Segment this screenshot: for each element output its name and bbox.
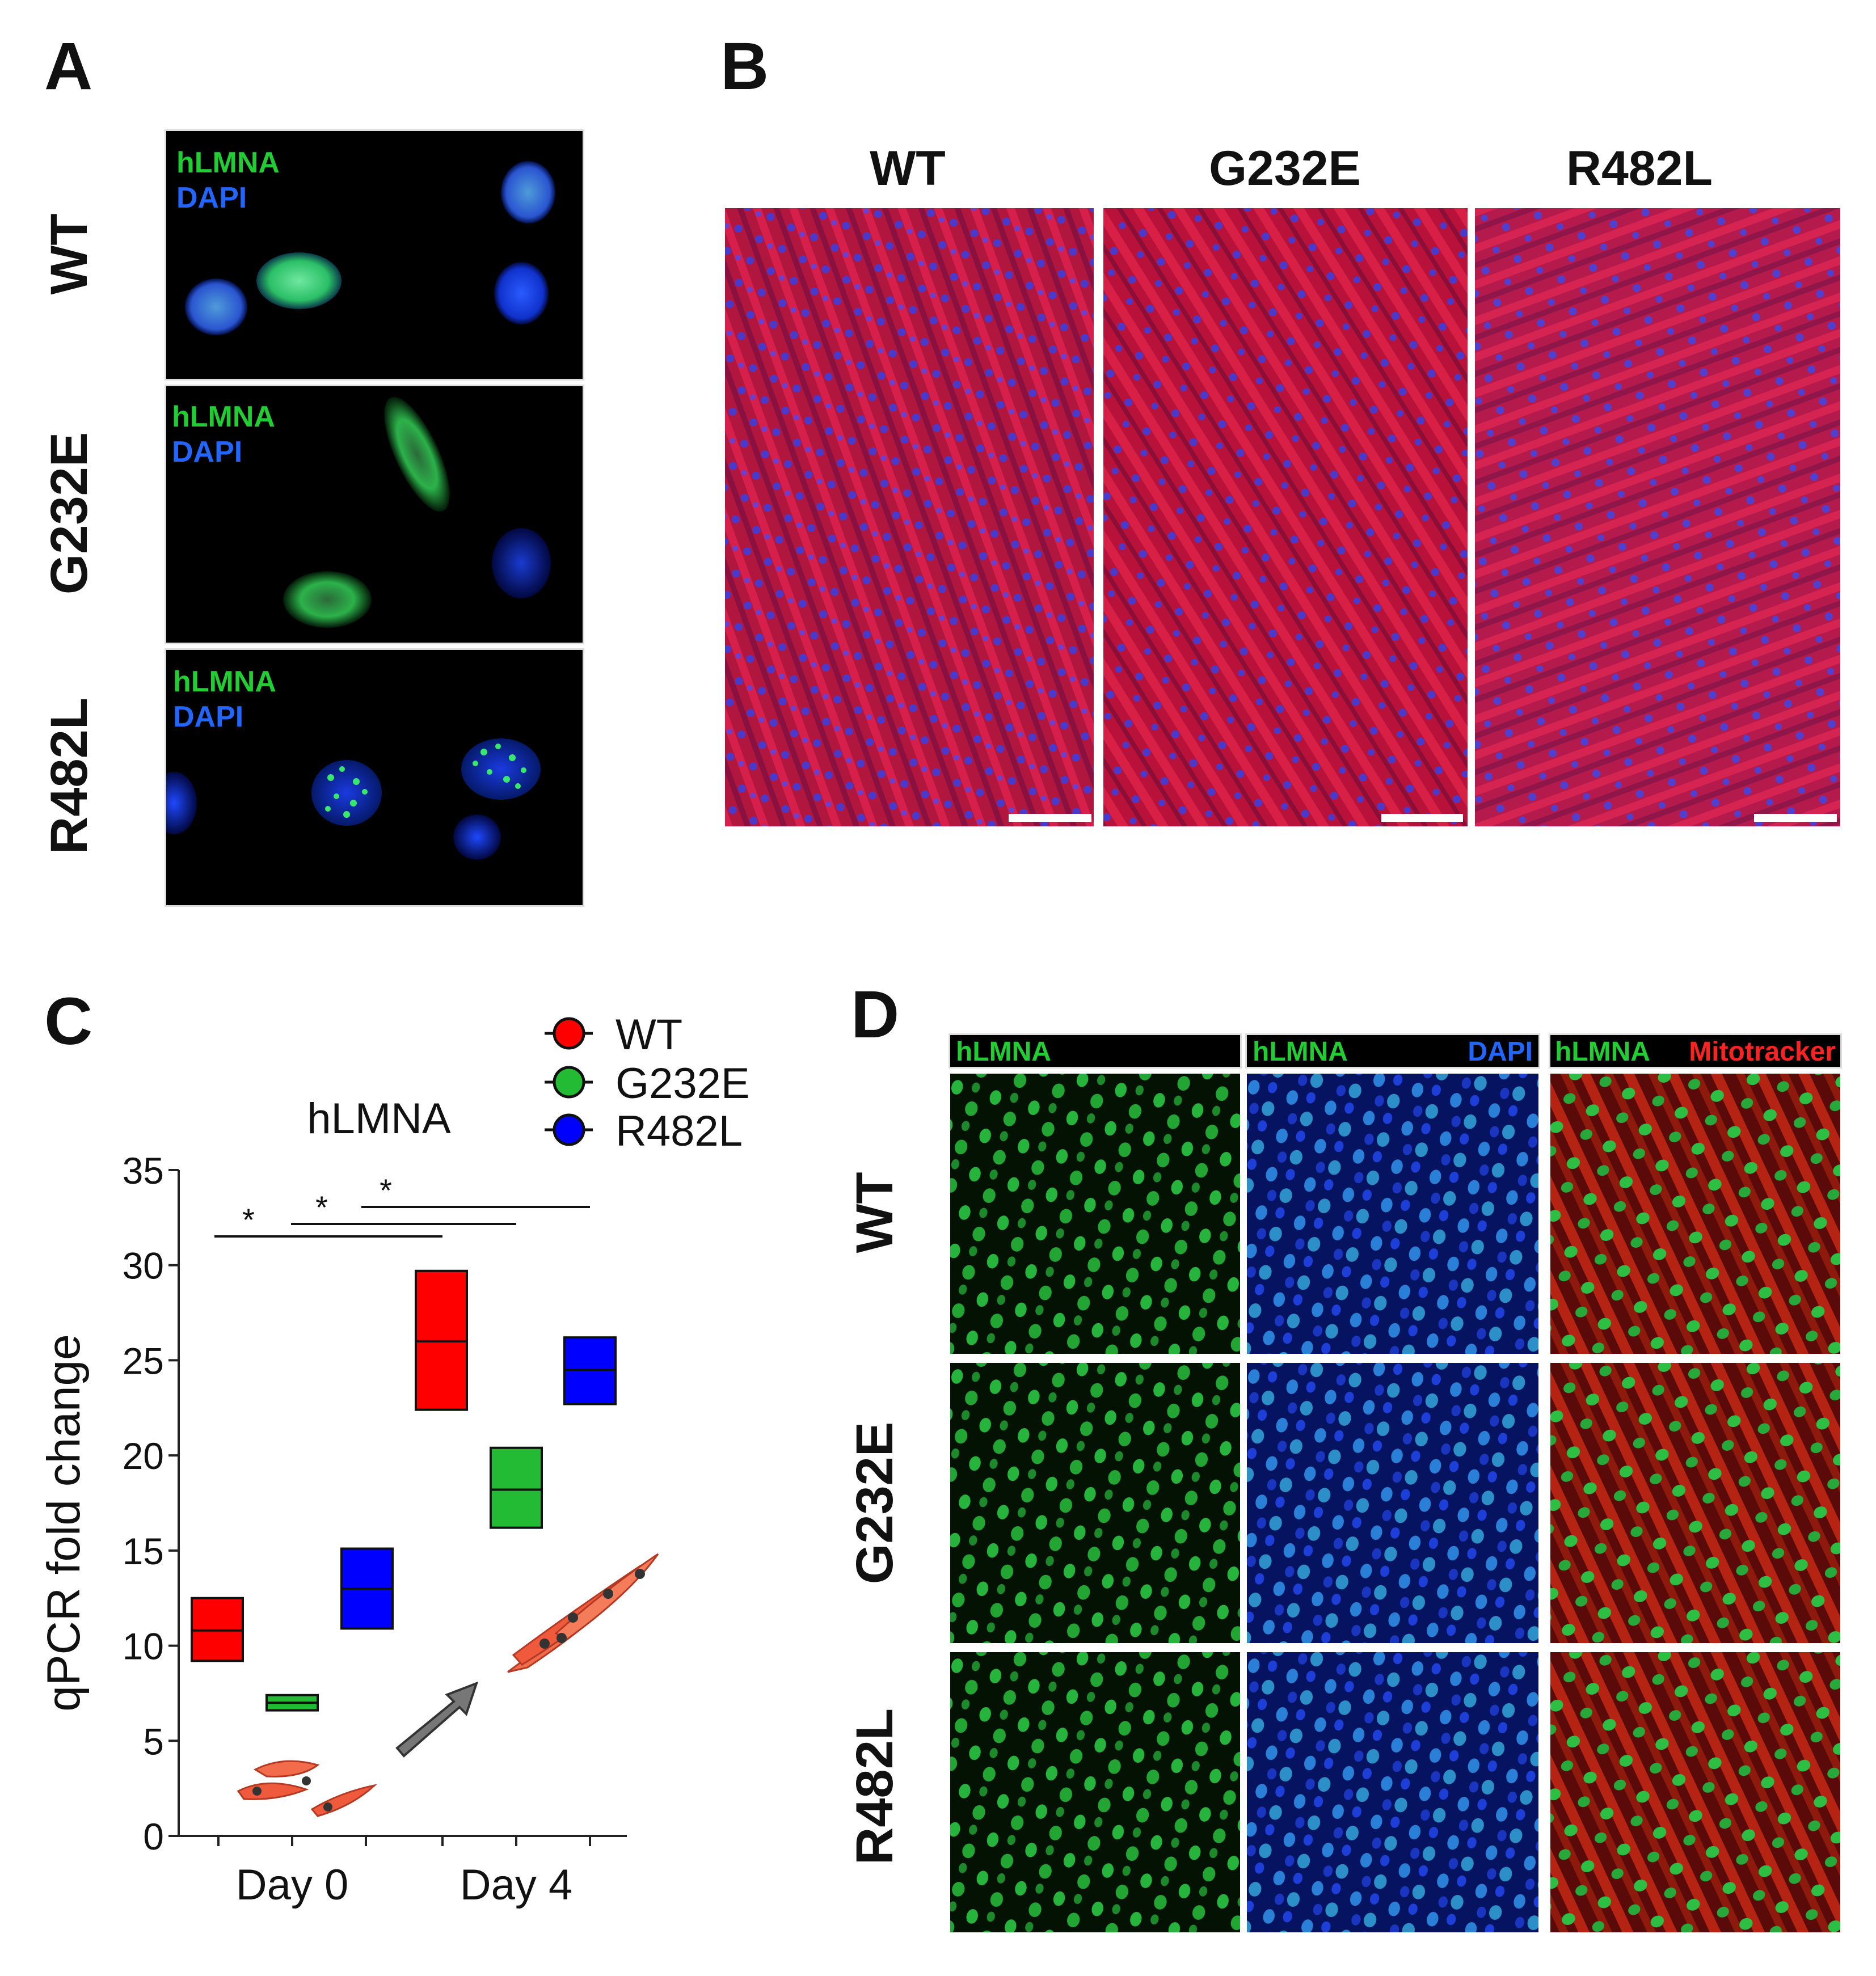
legend-marker-wt — [553, 1017, 585, 1050]
panel-c-chart: qPCR fold change hLMNA 0 5 10 15 20 25 30 35 Day… — [38, 1011, 750, 1909]
panel-a-wt-hlmna-label: hLMNA — [176, 146, 280, 179]
cell-cartoon-day4-icon — [507, 1553, 659, 1673]
panel-b-column-title-wt: WT — [870, 141, 946, 196]
panel-d-image-wt-hlmna-dapi — [1245, 1072, 1540, 1356]
panel-d-image-g232e-hlmna — [948, 1361, 1242, 1645]
chart-y-tick-label: 5 — [143, 1720, 164, 1762]
panel-b-column-title-r482l: R482L — [1566, 141, 1713, 196]
legend-label: G232E — [616, 1059, 750, 1108]
panel-b-column-title-g232e: G232E — [1209, 141, 1361, 196]
panel-b-image-g232e — [1102, 206, 1469, 828]
legend-marker-g232e — [553, 1066, 585, 1099]
panel-d-image-r482l-hlmna — [948, 1650, 1242, 1934]
panel-a-wt-dapi-label: DAPI — [176, 181, 247, 214]
panel-b-scale-bar-wt — [1009, 814, 1091, 822]
panel-d-row-label-wt: WT — [846, 1172, 904, 1253]
panel-d-letter: D — [851, 977, 900, 1052]
panel-a-r482l-hlmna-label: hLMNA — [173, 665, 276, 698]
chart-significance-star: * — [315, 1189, 328, 1225]
legend-marker-r482l — [553, 1113, 585, 1146]
panel-a-g232e-dapi-label: DAPI — [172, 436, 243, 468]
panel-b-image-wt — [723, 206, 1095, 828]
legend-label: R482L — [616, 1107, 743, 1155]
panel-a-row-label-g232e: G232E — [40, 432, 98, 595]
panel-b-scale-bar-g232e — [1381, 814, 1463, 822]
panel-a-image-g232e: hLMNA DAPI — [165, 385, 584, 644]
chart-y-tick-label: 0 — [143, 1815, 164, 1857]
chart-title: hLMNA — [307, 1095, 451, 1143]
panel-d-image-r482l-hlmna-mitotracker — [1549, 1650, 1842, 1934]
panel-d-header-3-right: Mitotracker — [1689, 1037, 1836, 1067]
chart-y-tick-label: 25 — [123, 1340, 164, 1382]
panel-d-header-2-right: DAPI — [1468, 1037, 1533, 1067]
panel-a-letter: A — [44, 29, 93, 104]
chart-y-tick-label: 35 — [123, 1150, 164, 1192]
chart-significance-star: * — [242, 1202, 255, 1238]
chart-y-tick-label: 30 — [123, 1245, 164, 1287]
panel-d-row-label-r482l: R482L — [846, 1708, 904, 1865]
panel-d-image-g232e-hlmna-mitotracker — [1549, 1361, 1842, 1645]
panel-d-image-wt-hlmna — [948, 1072, 1242, 1356]
panel-c-letter: C — [44, 984, 93, 1059]
chart-y-tick-label: 10 — [123, 1625, 164, 1667]
panel-d-row-label-g232e: G232E — [846, 1421, 904, 1585]
panel-d-image-r482l-hlmna-dapi — [1245, 1650, 1540, 1934]
chart-y-tick-label: 15 — [123, 1530, 164, 1572]
cell-cartoon-day0-icon — [237, 1760, 377, 1817]
panel-d-image-wt-hlmna-mitotracker — [1549, 1072, 1842, 1356]
chart-x-tick-label: Day 4 — [460, 1861, 573, 1909]
panel-d-header-2-left: hLMNA — [1253, 1037, 1348, 1067]
chart-y-tick-label: 20 — [123, 1435, 164, 1477]
panel-a-r482l-dapi-label: DAPI — [173, 700, 244, 733]
differentiation-arrow-icon — [395, 1681, 479, 1758]
panel-d-header-hlmna-dapi: hLMNA DAPI — [1245, 1033, 1540, 1069]
panel-a-row-label-r482l: R482L — [40, 697, 98, 855]
panel-b-image-r482l — [1473, 206, 1842, 828]
panel-d-header-1-left: hLMNA — [956, 1037, 1051, 1067]
panel-a-row-label-wt: WT — [40, 213, 98, 295]
panel-b-scale-bar-r482l — [1754, 814, 1837, 822]
chart-x-tick-label: Day 0 — [236, 1861, 349, 1909]
panel-d-image-g232e-hlmna-dapi — [1245, 1361, 1540, 1645]
chart-y-axis-label: qPCR fold change — [38, 1334, 90, 1712]
panel-a-image-wt: hLMNA DAPI — [165, 129, 584, 381]
legend-label: WT — [616, 1011, 682, 1059]
panel-a-image-r482l: hLMNA DAPI — [165, 648, 584, 907]
panel-d-header-hlmna-mitotracker: hLMNA Mitotracker — [1549, 1033, 1842, 1069]
panel-d-header-hlmna: hLMNA — [948, 1033, 1242, 1069]
panel-b-letter: B — [720, 29, 769, 104]
panel-a-g232e-hlmna-label: hLMNA — [172, 400, 275, 433]
chart-box-g232e — [490, 1446, 543, 1529]
panel-d-header-3-left: hLMNA — [1555, 1037, 1650, 1067]
chart-significance-star: * — [380, 1172, 392, 1208]
